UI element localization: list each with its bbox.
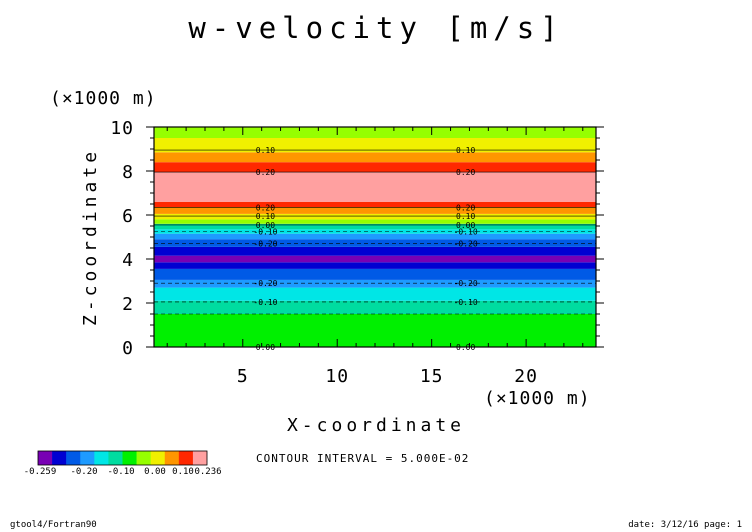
y-tick-label: 6 [122, 206, 134, 227]
contour-band-5 [154, 262, 596, 269]
chart-title: w-velocity [m/s] [188, 11, 563, 45]
x-tick-label: 20 [514, 366, 538, 387]
colorbar-swatch-7 [136, 451, 151, 465]
colorbar-swatch-3 [80, 451, 95, 465]
footer-right: date: 3/12/16 page: 1 [628, 520, 742, 530]
x-axis-label: X-coordinate [287, 415, 465, 436]
y-tick-label: 2 [122, 294, 134, 315]
contour-band-20 [154, 127, 596, 138]
contour-label: 0.10 [256, 146, 275, 155]
colorbar-swatch-6 [122, 451, 137, 465]
contour-band-11 [154, 223, 596, 230]
contour-bands [154, 127, 596, 347]
colorbar-border [37, 450, 208, 466]
contour-label: -0.10 [454, 228, 478, 237]
footer-left: gtool4/Fortran90 [10, 520, 97, 530]
colorbar-label: -0.20 [70, 467, 97, 477]
contour-band-18 [154, 152, 596, 163]
colorbar-swatch-9 [164, 451, 180, 465]
colorbar-label: 0.236 [194, 467, 221, 477]
contour-band-2 [154, 287, 596, 301]
x-tick-label: 10 [325, 366, 349, 387]
contour-band-14 [154, 207, 596, 214]
x-tick-label: 15 [420, 366, 444, 387]
contour-label: -0.20 [253, 279, 277, 288]
contour-label: 0.20 [256, 203, 275, 212]
y-axis-label: Z-coordinate [80, 148, 101, 326]
contour-band-1 [154, 300, 596, 314]
colorbar-swatch-10 [178, 451, 194, 465]
contour-label: -0.10 [454, 298, 478, 307]
colorbar-swatch-4 [94, 451, 109, 465]
contour-label: 0.20 [256, 168, 275, 177]
contour-label: 0.10 [256, 212, 275, 221]
contour-label: 0.10 [456, 146, 475, 155]
colorbar-label: -0.259 [24, 467, 57, 477]
colorbar-label: 0.10 [172, 467, 194, 477]
contour-band-8 [154, 239, 596, 247]
contour-interval-text: CONTOUR INTERVAL = 5.000E-02 [256, 452, 469, 465]
y-tick-label: 10 [110, 118, 134, 139]
colorbar [37, 450, 208, 466]
contour-label: 0.10 [456, 212, 475, 221]
y-tick-label: 0 [122, 338, 134, 359]
contour-band-9 [154, 233, 596, 240]
contour-label: -0.20 [454, 279, 478, 288]
contour-band-0 [154, 314, 596, 347]
contour-band-4 [154, 268, 596, 280]
colorbar-label: 0.00 [144, 467, 166, 477]
colorbar-swatch-0 [38, 451, 53, 465]
colorbar-swatch-1 [52, 451, 67, 465]
contour-band-6 [154, 255, 596, 263]
contour-label: -0.10 [253, 228, 277, 237]
axis-ticks: 5 10 15 20 0 2 4 6 8 10 [110, 118, 604, 387]
colorbar-labels: -0.259 -0.20 -0.10 0.00 0.10 0.236 [24, 467, 222, 477]
contour-band-19 [154, 138, 596, 153]
x-tick-label: 5 [237, 366, 249, 387]
contour-label: 0.00 [256, 221, 275, 230]
contour-band-13 [154, 213, 596, 220]
contour-label: -0.10 [253, 298, 277, 307]
y-axis-unit: (×1000 m) [50, 88, 157, 109]
contour-band-17 [154, 162, 596, 173]
colorbar-swatch-11 [192, 451, 208, 465]
contour-band-12 [154, 219, 596, 224]
contour-band-7 [154, 246, 596, 256]
contour-label: 0.20 [456, 203, 475, 212]
contour-band-3 [154, 279, 596, 288]
contour-band-15 [154, 201, 596, 208]
colorbar-swatch-2 [66, 451, 81, 465]
contour-band-16 [154, 172, 596, 202]
contour-label: -0.20 [253, 240, 277, 249]
y-tick-label: 4 [122, 250, 134, 271]
contour-label: 0.00 [456, 221, 475, 230]
x-axis-unit: (×1000 m) [484, 388, 591, 409]
colorbar-swatch-8 [150, 451, 166, 465]
y-tick-label: 8 [122, 162, 134, 183]
colorbar-swatch-5 [108, 451, 123, 465]
contour-label: 0.20 [456, 168, 475, 177]
contour-label: -0.20 [454, 240, 478, 249]
colorbar-label: -0.10 [107, 467, 134, 477]
